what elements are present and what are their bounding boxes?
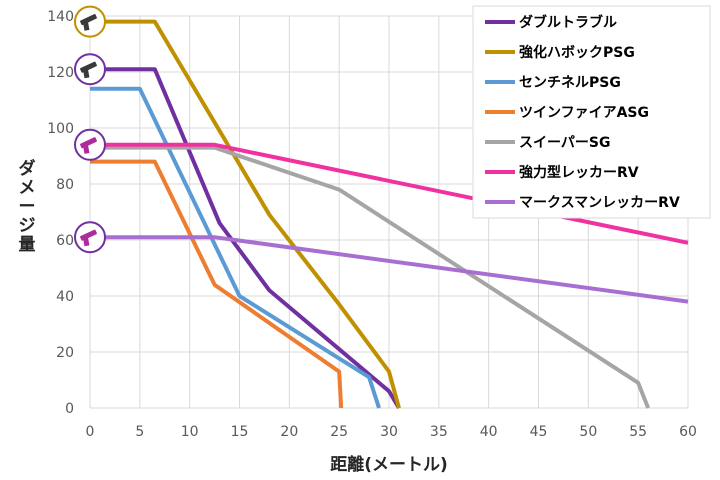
series-line-2 [90,19,401,409]
y-tick-label-20: 20 [56,345,74,361]
x-tick-label-50: 50 [579,424,597,440]
legend-item-5: スイーパーSG [485,135,610,151]
shotgun-icon [74,5,106,38]
legend-label-5: スイーパーSG [519,135,610,151]
x-tick-label-45: 45 [530,424,548,440]
x-tick-label-40: 40 [480,424,498,440]
weapon-markers [74,5,106,254]
legend-item-4: ツインファイアASG [485,105,649,121]
legend-item-2: 強化ハボックPSG [485,44,635,61]
y-tick-label-120: 120 [47,65,74,81]
x-axis-ticks: 0 5 10 15 20 25 30 35 40 45 50 55 60 [86,424,697,440]
x-tick-label-60: 60 [679,424,697,440]
y-axis-title: ダメージ量 [19,158,36,255]
shotgun-icon [74,53,106,86]
series-line-3 [90,86,381,409]
legend-item-3: センチネルPSG [485,75,621,91]
marker-grip-4 [82,236,90,247]
legend-label-7: マークスマンレッカーRV [519,195,680,211]
legend-label-2: 強化ハボックPSG [519,44,635,61]
legend-item-6: 強力型レッカーRV [485,164,639,181]
y-tick-label-60: 60 [56,233,74,249]
revolver-icon [74,221,106,254]
x-tick-label-35: 35 [430,424,448,440]
series-line-1 [90,67,401,410]
x-tick-label-5: 5 [135,424,144,440]
marker-grip-3 [82,144,90,154]
y-axis-ticks: 0 20 40 60 80 100 120 140 [47,9,74,417]
x-axis-title: 距離(メートル) [330,454,448,475]
legend-label-6: 強力型レッカーRV [519,164,639,181]
legend-item-7: マークスマンレッカーRV [485,195,680,211]
legend-label-1: ダブルトラブル [519,14,617,31]
x-tick-label-30: 30 [380,424,398,440]
revolver-icon [74,128,106,161]
y-tick-label-40: 40 [56,289,74,305]
x-tick-label-15: 15 [231,424,249,440]
y-tick-label-80: 80 [56,177,74,193]
legend-label-4: ツインファイアASG [519,105,649,121]
x-tick-label-55: 55 [629,424,647,440]
x-tick-label-25: 25 [330,424,348,440]
series-line-4 [90,159,344,409]
series-line-7 [90,235,689,304]
marker-grip-2 [82,68,90,79]
marker-grip-1 [82,20,90,31]
x-tick-label-20: 20 [280,424,298,440]
x-tick-label-10: 10 [181,424,199,440]
series-line-5 [90,145,650,409]
x-tick-label-0: 0 [86,424,95,440]
y-tick-label-0: 0 [65,401,74,417]
y-tick-label-140: 140 [47,9,74,25]
legend-item-1: ダブルトラブル [485,14,617,31]
legend-label-3: センチネルPSG [519,75,621,91]
y-tick-label-100: 100 [47,121,74,137]
